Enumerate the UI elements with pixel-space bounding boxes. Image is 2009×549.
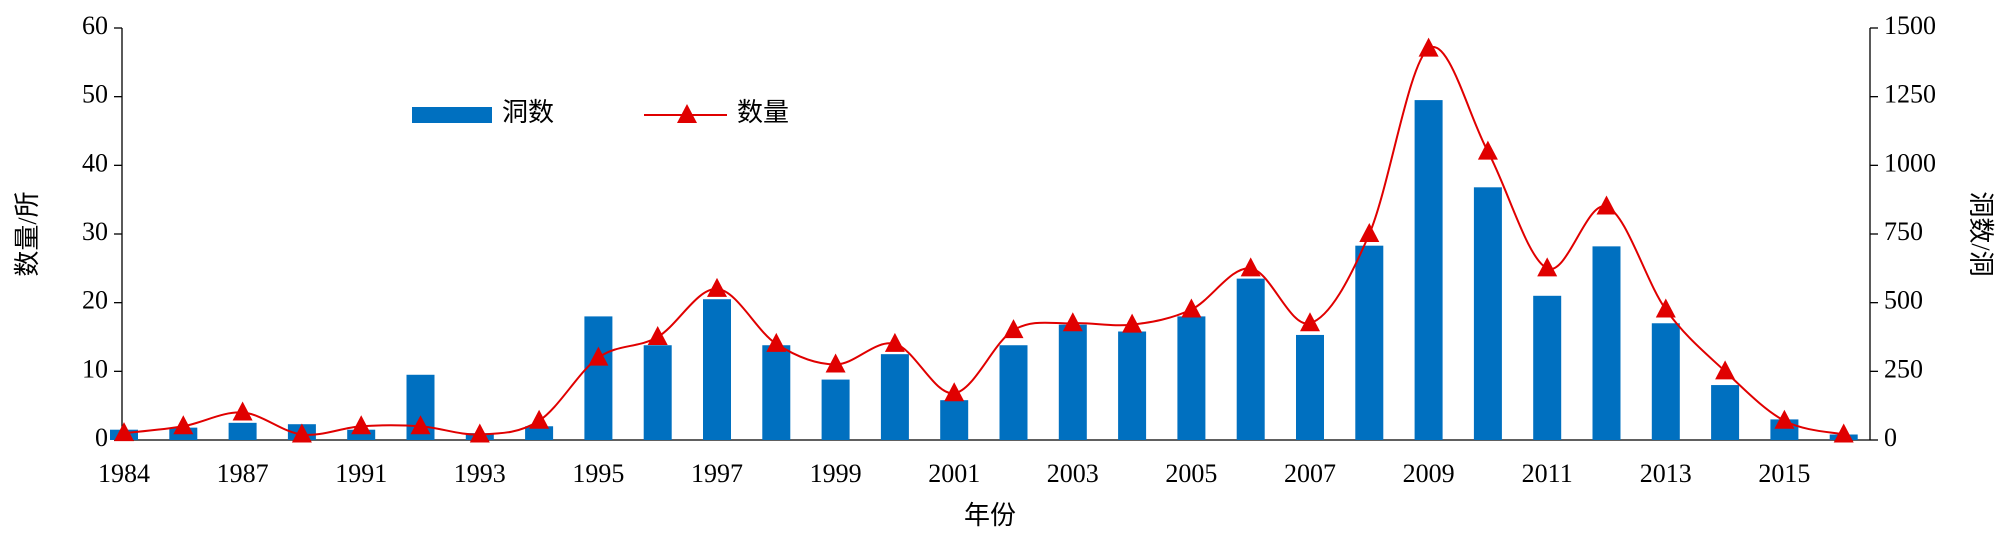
x-tick-label: 2001	[928, 459, 980, 488]
marker	[291, 423, 312, 443]
bar	[1414, 100, 1443, 440]
y-tick-label: 40	[82, 148, 108, 177]
marker	[351, 415, 372, 435]
marker	[707, 277, 727, 297]
bar	[584, 316, 613, 440]
line	[123, 46, 1844, 436]
y2-tick-label: 1500	[1884, 11, 1936, 40]
marker	[1774, 409, 1795, 429]
y-tick-label: 20	[82, 286, 108, 315]
legend-marker	[677, 104, 697, 123]
y2-tick-label: 500	[1884, 286, 1923, 315]
legend-label: 数量	[737, 98, 789, 127]
marker	[1181, 298, 1202, 318]
marker	[647, 326, 668, 345]
marker	[469, 423, 490, 443]
x-tick-label: 2013	[1640, 459, 1692, 488]
bar	[1355, 245, 1384, 440]
y2-axis-title: 洞数/洞	[1966, 191, 1995, 276]
x-tick-label: 2009	[1403, 459, 1455, 488]
x-axis-title: 年份	[964, 501, 1016, 530]
x-tick-label: 1999	[810, 459, 862, 488]
marker	[1596, 195, 1617, 215]
marker	[114, 422, 134, 442]
bar	[762, 345, 791, 440]
bar	[525, 426, 554, 440]
marker	[1537, 257, 1558, 277]
bar	[1058, 324, 1087, 440]
legend-label: 洞数	[502, 98, 554, 127]
y-tick-label: 30	[82, 217, 108, 246]
y2-tick-label: 1250	[1884, 80, 1936, 109]
y2-tick-label: 1000	[1884, 148, 1936, 177]
bar	[643, 345, 672, 440]
bar	[1473, 187, 1502, 440]
marker	[1062, 312, 1083, 332]
marker	[410, 415, 431, 435]
bar	[228, 422, 257, 440]
marker	[232, 401, 253, 421]
marker	[766, 332, 787, 352]
y-axis-title: 数量/所	[13, 191, 42, 276]
marker	[529, 409, 550, 429]
legend-swatch	[412, 107, 492, 123]
y-tick-label: 50	[82, 80, 108, 109]
marker	[1833, 423, 1854, 443]
bar	[880, 354, 909, 440]
x-tick-label: 1993	[454, 459, 506, 488]
marker	[1122, 313, 1143, 333]
x-tick-label: 2005	[1165, 459, 1217, 488]
bar	[1236, 278, 1265, 440]
marker	[884, 332, 905, 352]
bar	[999, 345, 1028, 440]
marker	[825, 353, 846, 373]
y2-tick-label: 0	[1884, 423, 1897, 452]
x-tick-label: 2011	[1522, 459, 1573, 488]
y-tick-label: 10	[82, 354, 108, 383]
marker	[1240, 257, 1261, 277]
x-tick-label: 2007	[1284, 459, 1336, 488]
y-tick-label: 60	[82, 11, 108, 40]
marker	[173, 415, 194, 435]
x-tick-label: 1991	[335, 459, 387, 488]
x-tick-label: 1997	[691, 459, 743, 488]
bar	[940, 400, 969, 440]
x-tick-label: 2015	[1758, 459, 1810, 488]
y2-tick-label: 250	[1884, 354, 1923, 383]
marker	[1003, 319, 1024, 339]
marker	[1359, 223, 1380, 242]
x-tick-label: 2003	[1047, 459, 1099, 488]
x-tick-label: 1987	[217, 459, 269, 488]
bar	[1533, 295, 1562, 440]
bar	[1296, 334, 1324, 440]
bar	[1592, 246, 1621, 440]
x-tick-label: 1995	[572, 459, 624, 488]
bar	[347, 429, 376, 440]
y2-tick-label: 750	[1884, 217, 1923, 246]
marker	[1715, 360, 1736, 380]
marker	[588, 346, 609, 366]
y-tick-label: 0	[95, 423, 108, 452]
bar	[1711, 385, 1740, 440]
marker	[1477, 140, 1498, 160]
marker	[1655, 298, 1676, 318]
bar	[821, 379, 850, 440]
marker	[1300, 312, 1320, 332]
marker	[1418, 37, 1439, 57]
x-tick-label: 1984	[98, 459, 150, 488]
bar	[1118, 331, 1147, 440]
bar	[1177, 316, 1206, 440]
bar	[1651, 323, 1680, 440]
bar	[703, 299, 731, 440]
marker	[944, 382, 965, 402]
